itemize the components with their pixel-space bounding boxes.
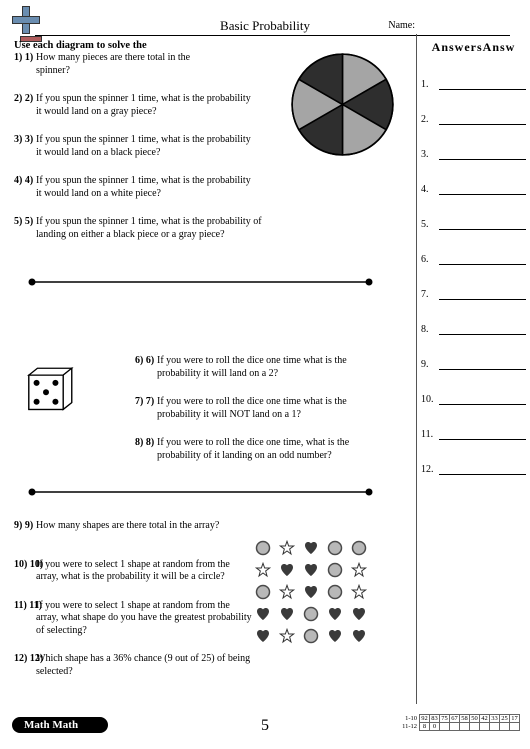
q-num: 12) 12) xyxy=(14,653,43,666)
question-1: 1) 1) How many pieces are there total in… xyxy=(14,52,214,77)
answer-line: 11. xyxy=(421,429,526,440)
question-8: 8) 8) If you were to roll the dice one t… xyxy=(135,437,385,462)
star-icon xyxy=(279,540,295,556)
heart-icon xyxy=(255,606,271,622)
heart-icon xyxy=(351,628,367,644)
question-11: 11) 11) If you were to select 1 shape at… xyxy=(14,600,254,638)
answer-line: 9. xyxy=(421,359,526,370)
heart-icon xyxy=(327,628,343,644)
q-text: If you were to roll the dice one time, w… xyxy=(157,437,349,461)
star-icon xyxy=(351,584,367,600)
dice-diagram xyxy=(22,358,82,418)
page-title: Basic Probability xyxy=(220,18,310,34)
circle-icon xyxy=(303,606,319,622)
circle-icon xyxy=(255,584,271,600)
q-text: If you were to select 1 shape at random … xyxy=(36,559,230,583)
answer-line: 6. xyxy=(421,254,526,265)
q-num: 2) 2) xyxy=(14,93,33,106)
q-text: If you spun the spinner 1 time, what is … xyxy=(36,175,251,199)
q-text: If you were to select 1 shape at random … xyxy=(36,600,252,636)
question-4: 4) 4) If you spun the spinner 1 time, wh… xyxy=(14,175,254,200)
answer-line: 12. xyxy=(421,464,526,475)
answer-line: 7. xyxy=(421,289,526,300)
circle-icon xyxy=(255,540,271,556)
q-text: Which shape has a 36% chance (9 out of 2… xyxy=(36,653,250,677)
q-text: How many shapes are there total in the a… xyxy=(36,520,219,531)
answer-line: 2. xyxy=(421,114,526,125)
q-text: If you were to roll the dice one time wh… xyxy=(157,396,347,420)
name-label: Name: xyxy=(388,20,415,31)
heart-icon xyxy=(303,562,319,578)
q-num: 3) 3) xyxy=(14,134,33,147)
heart-icon xyxy=(303,584,319,600)
worksheet-page: Basic Probability Name: Use each diagram… xyxy=(0,0,530,749)
star-icon xyxy=(255,562,271,578)
score-grid: 1-1092837567585042332517 11-1280 xyxy=(401,714,520,731)
answer-line: 8. xyxy=(421,324,526,335)
q-text: If you spun the spinner 1 time, what is … xyxy=(36,93,251,117)
circle-icon xyxy=(327,562,343,578)
answer-line: 5. xyxy=(421,219,526,230)
circle-icon xyxy=(303,628,319,644)
instruction-text: Use each diagram to solve the xyxy=(14,40,147,51)
question-9: 9) 9) How many shapes are there total in… xyxy=(14,520,254,533)
q-num: 11) 11) xyxy=(14,600,42,613)
circle-icon xyxy=(351,540,367,556)
q-num: 1) 1) xyxy=(14,52,33,65)
question-7: 7) 7) If you were to roll the dice one t… xyxy=(135,396,385,421)
heart-icon xyxy=(255,628,271,644)
heart-icon xyxy=(303,540,319,556)
answer-line: 3. xyxy=(421,149,526,160)
q-num: 4) 4) xyxy=(14,175,33,188)
question-10: 10) 10) If you were to select 1 shape at… xyxy=(14,559,254,584)
q-num: 7) 7) xyxy=(135,396,154,409)
footer: Math Math 5 1-1092837567585042332517 11-… xyxy=(0,707,530,733)
answer-line: 10. xyxy=(421,394,526,405)
star-icon xyxy=(351,562,367,578)
circle-icon xyxy=(327,540,343,556)
section-divider xyxy=(28,488,373,490)
answer-line: 1. xyxy=(421,79,526,90)
q-text: If you spun the spinner 1 time, what is … xyxy=(36,134,251,158)
q-num: 8) 8) xyxy=(135,437,154,450)
heart-icon xyxy=(279,562,295,578)
q-text: If you spun the spinner 1 time, what is … xyxy=(36,216,262,240)
star-icon xyxy=(279,584,295,600)
answers-title: AnswersAnsw xyxy=(421,40,526,55)
q-num: 6) 6) xyxy=(135,355,154,368)
page-number: 5 xyxy=(261,717,269,735)
question-2: 2) 2) If you spun the spinner 1 time, wh… xyxy=(14,93,254,118)
q-num: 5) 5) xyxy=(14,216,33,229)
footer-brand: Math Math xyxy=(12,717,108,733)
q-text: If you were to roll the dice one time wh… xyxy=(157,355,347,379)
heart-icon xyxy=(279,606,295,622)
question-3: 3) 3) If you spun the spinner 1 time, wh… xyxy=(14,134,254,159)
question-5: 5) 5) If you spun the spinner 1 time, wh… xyxy=(14,216,264,241)
shapes-array-diagram xyxy=(255,540,385,670)
question-6: 6) 6) If you were to roll the dice one t… xyxy=(135,355,385,380)
heart-icon xyxy=(327,606,343,622)
q-num: 10) 10) xyxy=(14,559,43,572)
answer-line: 4. xyxy=(421,184,526,195)
q-num: 9) 9) xyxy=(14,520,33,533)
question-12: 12) 12) Which shape has a 36% chance (9 … xyxy=(14,653,254,678)
shape-questions: 9) 9) How many shapes are there total in… xyxy=(14,520,254,694)
q-text: How many pieces are there total in the s… xyxy=(36,52,190,76)
dice-questions: 6) 6) If you were to roll the dice one t… xyxy=(135,355,385,478)
answers-column: AnswersAnsw 1. 2. 3. 4. 5. 6. 7. 8. 9. 10. 11. 12. xyxy=(416,34,530,704)
star-icon xyxy=(279,628,295,644)
section-divider xyxy=(28,278,373,280)
heart-icon xyxy=(351,606,367,622)
circle-icon xyxy=(327,584,343,600)
spinner-diagram xyxy=(290,52,395,157)
